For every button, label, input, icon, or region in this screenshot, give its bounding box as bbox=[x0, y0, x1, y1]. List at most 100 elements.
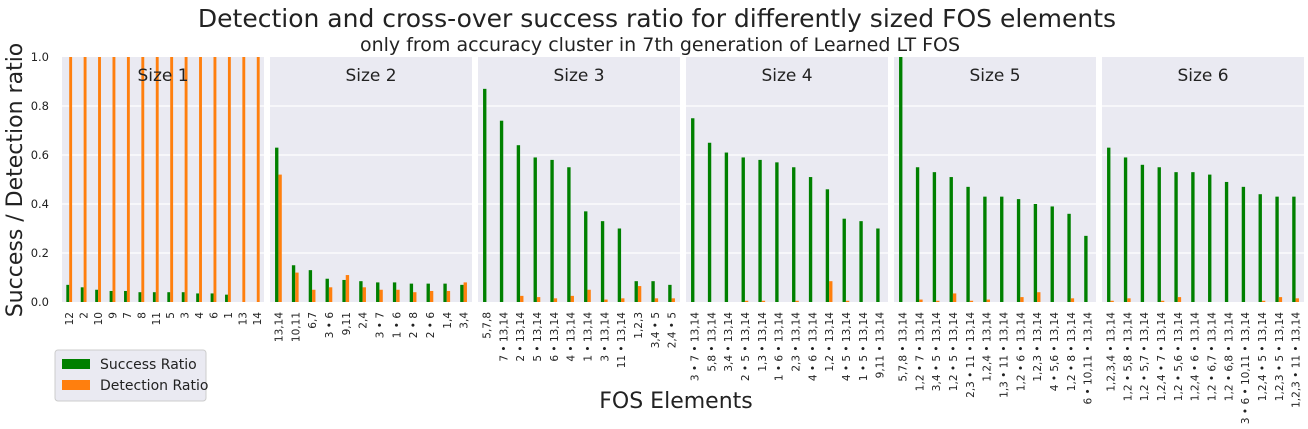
panel-background bbox=[270, 57, 472, 302]
success-bar bbox=[95, 289, 99, 302]
detection-bar bbox=[654, 298, 659, 302]
success-bar bbox=[499, 120, 504, 302]
x-tick-label: 3 bbox=[180, 312, 192, 319]
detection-bar bbox=[141, 57, 145, 302]
x-tick-label: 1,2 • 8 • 13,14 bbox=[1066, 312, 1078, 391]
detection-bar bbox=[587, 289, 591, 302]
x-tick-label: 1,2,3 • 5 • 13,14 bbox=[1274, 312, 1286, 402]
detection-bar bbox=[1160, 300, 1165, 302]
detection-bar bbox=[829, 281, 833, 302]
success-bar bbox=[196, 293, 200, 302]
success-bar bbox=[1016, 199, 1021, 302]
success-bar bbox=[775, 162, 779, 302]
x-tick-label: 1 • 6 • 13,14 bbox=[774, 312, 786, 381]
success-bar bbox=[533, 157, 537, 302]
detection-bar bbox=[969, 300, 974, 302]
panel-title: Size 1 bbox=[137, 66, 188, 86]
detection-bar bbox=[536, 297, 541, 302]
detection-bar bbox=[671, 298, 675, 302]
x-tick-label: 1,2 • 7 • 13,14 bbox=[914, 312, 926, 391]
x-tick-label: 1,2,4 • 6 • 13,14 bbox=[1190, 312, 1202, 402]
detection-bar bbox=[83, 57, 87, 302]
detection-bar bbox=[170, 57, 174, 302]
detection-bar bbox=[312, 289, 316, 302]
success-bar bbox=[1140, 164, 1145, 302]
success-bar bbox=[275, 147, 279, 302]
y-tick-label: 0.6 bbox=[31, 148, 49, 162]
x-tick-label: 3,4 • 5 • 13,14 bbox=[931, 312, 943, 391]
detection-bar bbox=[69, 57, 73, 302]
success-bar bbox=[550, 159, 554, 302]
legend-label: Detection Ratio bbox=[100, 378, 208, 394]
detection-bar bbox=[1295, 298, 1299, 302]
success-bar bbox=[691, 118, 695, 302]
success-bar bbox=[915, 167, 920, 302]
x-tick-label: 8 bbox=[136, 312, 148, 319]
success-bar bbox=[80, 287, 84, 302]
panel-1: 12 2 10 9 7 8 11 5 3 4 6 1 13 14 Size 1 bbox=[62, 57, 264, 325]
detection-bar bbox=[112, 57, 116, 302]
x-tick-label: 4 bbox=[194, 312, 206, 319]
x-tick-label: 1,2 • 6,8 • 13,14 bbox=[1223, 312, 1235, 402]
detection-bar bbox=[213, 57, 217, 302]
legend-swatch bbox=[62, 359, 90, 369]
success-bar bbox=[617, 228, 622, 302]
y-tick-label: 0.0 bbox=[31, 295, 49, 309]
success-bar bbox=[584, 211, 588, 302]
detection-bar bbox=[362, 287, 366, 302]
success-bar bbox=[210, 293, 214, 302]
success-bar bbox=[1208, 174, 1212, 302]
success-bar bbox=[109, 290, 113, 302]
detection-bar bbox=[637, 286, 642, 302]
y-tick-label: 0.8 bbox=[31, 99, 49, 113]
x-tick-label: 1 • 5 • 13,14 bbox=[858, 312, 870, 381]
success-bar bbox=[124, 290, 127, 302]
detection-bar bbox=[278, 174, 282, 302]
detection-bar bbox=[919, 299, 923, 302]
detection-bar bbox=[845, 300, 850, 302]
y-axis-label: Success / Detection ratio bbox=[3, 43, 28, 318]
x-tick-label: 2,3 • 11 • 13,14 bbox=[965, 312, 977, 398]
legend-swatch bbox=[62, 380, 90, 390]
success-bar bbox=[460, 284, 464, 302]
success-bar bbox=[1084, 235, 1088, 302]
x-tick-label: 4 • 5 • 13,14 bbox=[841, 312, 853, 381]
detection-bar bbox=[227, 57, 231, 302]
panel-4: 3 • 7 • 13,14 5,8 • 13,14 3,4 • 13,14 2 • 5… bbox=[686, 57, 888, 381]
panel-5: 5,7,8 • 13,14 1,2 • 7 • 13,14 3,4 • 5 • 13… bbox=[894, 57, 1096, 405]
x-tick-label: 6 bbox=[209, 312, 221, 319]
success-bar bbox=[724, 152, 729, 302]
x-tick-label: 1 • 6 bbox=[391, 312, 403, 339]
x-tick-label: 2,4 • 5 bbox=[667, 312, 679, 348]
x-tick-label: 5 bbox=[165, 312, 177, 319]
x-tick-label: 9,11 • 13,14 bbox=[875, 312, 887, 379]
success-bar bbox=[876, 228, 880, 302]
success-bar bbox=[741, 157, 745, 302]
x-tick-label: 10 bbox=[93, 312, 105, 325]
success-bar bbox=[483, 88, 487, 302]
success-bar bbox=[600, 221, 605, 302]
detection-bar bbox=[463, 282, 467, 302]
success-bar bbox=[66, 284, 70, 302]
detection-bar bbox=[98, 57, 101, 302]
x-tick-label: 3 • 7 • 13,14 bbox=[689, 312, 701, 381]
success-bar bbox=[409, 283, 414, 302]
panel-title: Size 6 bbox=[1177, 66, 1228, 86]
success-bar bbox=[859, 221, 863, 302]
success-bar bbox=[1258, 194, 1262, 302]
success-bar bbox=[1123, 157, 1128, 302]
x-tick-label: 1,2 • 5,8 • 13,14 bbox=[1122, 312, 1134, 402]
x-tick-label: 1 bbox=[223, 312, 235, 319]
x-tick-label: 1,3 • 11 • 13,14 bbox=[998, 312, 1010, 398]
x-tick-label: 4 • 5,6 • 13,14 bbox=[1049, 312, 1061, 391]
x-tick-label: 3 • 6 bbox=[324, 312, 336, 339]
success-bar bbox=[792, 167, 796, 302]
x-tick-label: 2,4 bbox=[358, 312, 370, 329]
x-tick-label: 3 • 13,14 bbox=[599, 312, 611, 362]
detection-bar bbox=[429, 290, 434, 302]
success-bar bbox=[181, 292, 185, 302]
panel-3: 5,7,8 7 • 13,14 2 • 13,14 5 • 13,14 6 • 13,1… bbox=[478, 57, 680, 368]
x-tick-label: 3,4 bbox=[459, 312, 471, 329]
detection-bar bbox=[761, 300, 766, 302]
